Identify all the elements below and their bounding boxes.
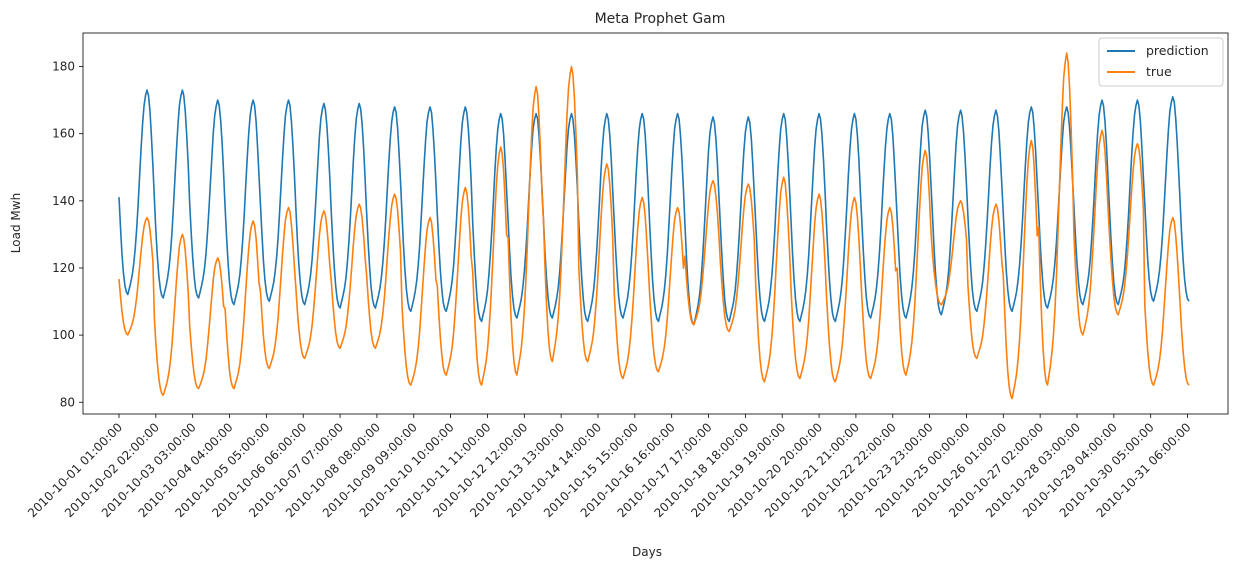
y-tick-label: 140 [52, 194, 75, 208]
y-tick-label: 80 [60, 395, 75, 409]
legend: prediction true [1098, 37, 1224, 87]
x-axis-label: Days [632, 545, 662, 559]
series-layer [118, 52, 1190, 400]
y-tick-label: 160 [52, 127, 75, 141]
y-tick-label: 100 [52, 328, 75, 342]
legend-label-true: true [1146, 64, 1172, 79]
series-line-prediction [118, 89, 1190, 326]
y-axis-label: Load Mwh [9, 193, 23, 253]
y-tick-label: 120 [52, 261, 75, 275]
legend-label-prediction: prediction [1146, 43, 1209, 58]
chart-title: Meta Prophet Gam [595, 11, 726, 27]
plot-frame [82, 32, 1229, 415]
series-line-true [118, 52, 1190, 400]
y-axis: 80 100 120 140 160 180 [52, 60, 83, 409]
y-tick-label: 180 [52, 60, 75, 74]
